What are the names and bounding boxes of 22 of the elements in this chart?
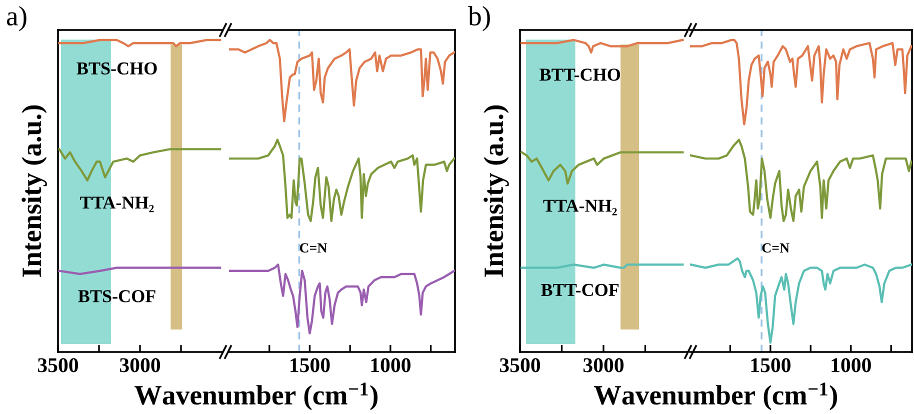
x-tick-label: 1500 [751,358,790,372]
y-axis-title: Intensity (a.u.) [484,105,509,277]
x-tick-label: 3500 [38,358,78,372]
x-tick-label: 1000 [832,358,871,372]
x-tick-label: 3000 [120,358,160,372]
chart-title: b) [468,6,490,32]
x-axis-title: Wavenumber (cm$^{−1}$) [594,382,838,410]
ref-line-label: C=N [762,243,790,253]
x-tick-label: 3500 [500,358,540,372]
chart-title: a) [6,6,26,32]
y-axis-title: Intensity (a.u.) [22,105,47,277]
x-tick-label: 1000 [371,358,410,372]
series-label: BTT-COF [541,284,619,296]
x-axis-title: Wavenumber (cm$^{−1}$) [134,382,378,410]
series-label: TTA-NH₂ [543,200,617,216]
x-tick-label: 1500 [290,358,330,372]
x-tick-label: 3000 [583,358,624,372]
series-label: BTS-CHO [76,62,157,75]
series-label: BTS-COF [78,290,156,302]
ref-line-label: C=N [300,243,328,253]
series-label: TTA-NH₂ [80,196,154,212]
series-label: BTT-CHO [540,68,620,81]
